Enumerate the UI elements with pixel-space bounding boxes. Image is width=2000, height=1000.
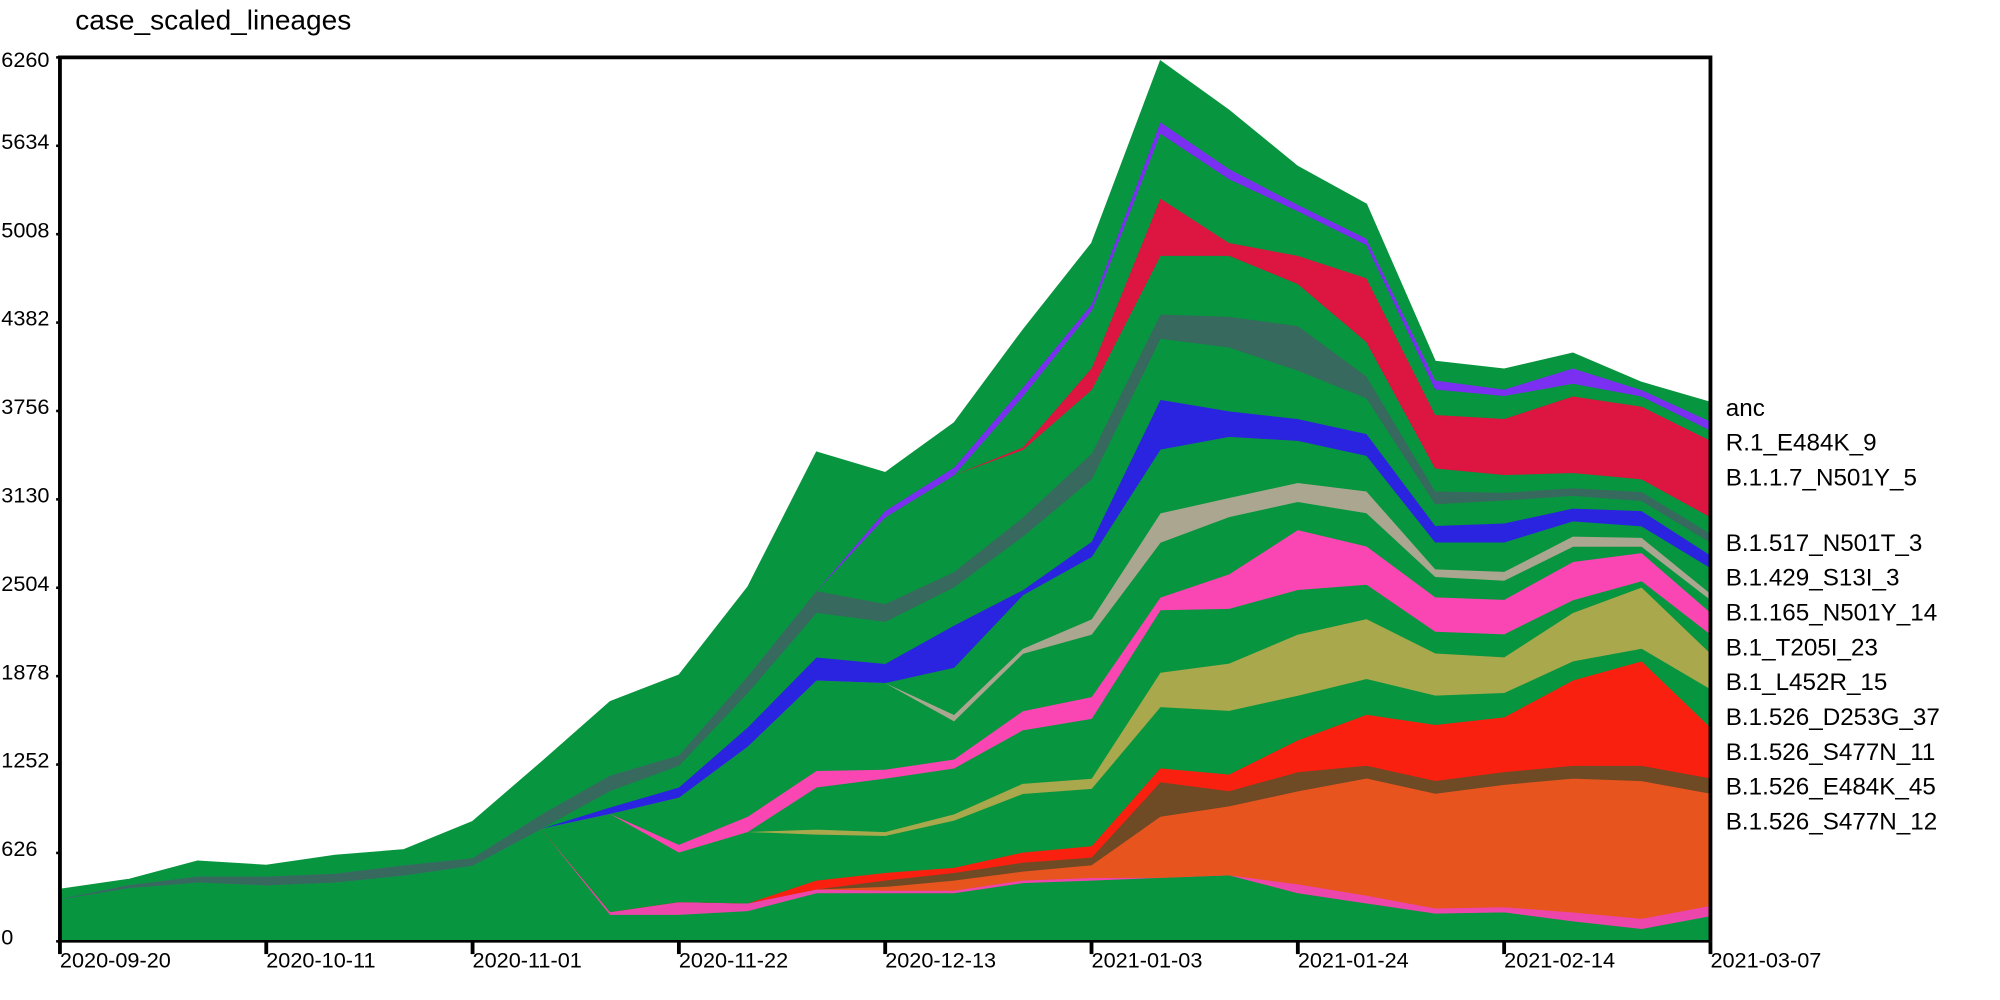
legend-label: B.1.517_N501T_3: [1726, 530, 1923, 557]
x-tick-label: 2020-11-01: [473, 947, 582, 972]
y-tick-label: 1878: [1, 659, 49, 684]
x-tick-label: 2021-02-14: [1504, 947, 1615, 972]
legend: anc R.1_E484K_9 B.1.1.7_N501Y_5 B.1.517_N50…: [1726, 395, 1940, 836]
x-tick-label: 2021-01-03: [1092, 947, 1203, 972]
y-tick-label: 3130: [1, 483, 49, 508]
x-tick-label: 2021-03-07: [1710, 947, 1821, 972]
legend-label: B.1.526_D253G_37: [1726, 704, 1940, 731]
legend-label: B.1.526_S477N_12: [1726, 808, 1937, 835]
y-tick-label: 3756: [1, 394, 49, 419]
y-tick-label: 5008: [1, 217, 49, 242]
legend-label: B.1.165_N501Y_14: [1726, 600, 1937, 627]
y-tick-label: 1252: [1, 748, 49, 773]
legend-label: B.1.1.7_N501Y_5: [1726, 464, 1917, 491]
y-tick-label: 4382: [1, 306, 49, 331]
legend-label: B.1.526_E484K_45: [1726, 774, 1936, 801]
y-tick-label: 2504: [1, 571, 49, 596]
legend-label: B.1.429_S13I_3: [1726, 565, 1900, 592]
legend-label: R.1_E484K_9: [1726, 430, 1877, 457]
y-tick-label: 626: [1, 836, 37, 861]
legend-label: anc: [1726, 395, 1765, 422]
x-tick-label: 2020-11-22: [679, 947, 788, 972]
x-tick-label: 2020-12-13: [885, 947, 996, 972]
legend-label: B.1.526_S477N_11: [1726, 739, 1936, 766]
x-tick-label: 2020-09-20: [60, 947, 171, 972]
legend-label: B.1_L452R_15: [1726, 669, 1888, 696]
x-tick-label: 2021-01-24: [1298, 947, 1409, 972]
chart-title: case_scaled_lineages: [75, 4, 351, 35]
y-tick-label: 5634: [1, 129, 49, 154]
x-tick-label: 2020-10-11: [266, 947, 375, 972]
axes: 0 626 1252 1878 2504 3130 3756 4382 5008 5634 6260…: [1, 47, 1821, 973]
y-tick-label: 0: [1, 925, 13, 950]
legend-label: B.1_T205I_23: [1726, 634, 1878, 661]
areas: [59, 60, 1711, 942]
y-tick-label: 6260: [1, 47, 49, 72]
